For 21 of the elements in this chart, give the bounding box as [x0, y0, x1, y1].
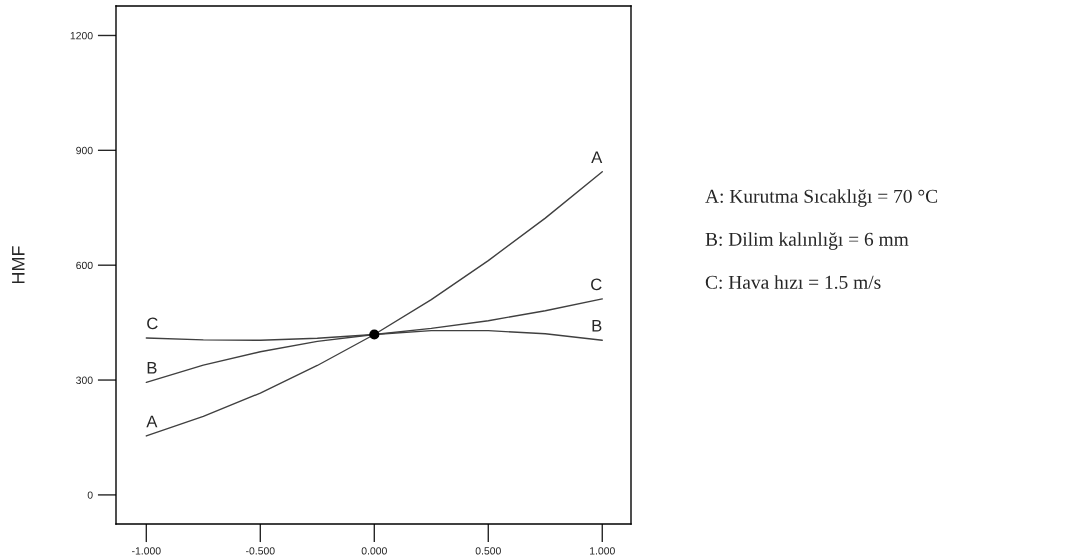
text: C — [147, 317, 158, 330]
series-label: A — [146, 415, 158, 428]
x-tick-label: 0.500 — [475, 547, 501, 555]
text: A: Kurutma Sıcaklığı = 70 °C — [705, 189, 938, 207]
y-axis-title: HMF — [12, 246, 25, 284]
series-label: B — [147, 362, 157, 374]
line-series — [145, 171, 603, 437]
y-tick-label: 300 — [76, 376, 93, 384]
text: B: Dilim kalınlığı = 6 mm — [705, 232, 909, 250]
y-tick-label: 0 — [87, 491, 93, 499]
y-tick-label: 1200 — [70, 31, 93, 40]
x-tick-label: 1.000 — [590, 547, 615, 555]
y-tick-label: 900 — [76, 146, 93, 155]
text: A — [591, 151, 603, 163]
x-tick-label: -0.500 — [246, 547, 275, 555]
y-tick-label: 600 — [76, 261, 93, 270]
text: C: Hava hızı = 1.5 m/s — [705, 275, 881, 289]
x-tick-label: 0.000 — [361, 547, 387, 555]
x-tick-label: -1.000 — [132, 547, 161, 555]
text: B — [592, 319, 602, 332]
series-label: C — [591, 278, 602, 291]
